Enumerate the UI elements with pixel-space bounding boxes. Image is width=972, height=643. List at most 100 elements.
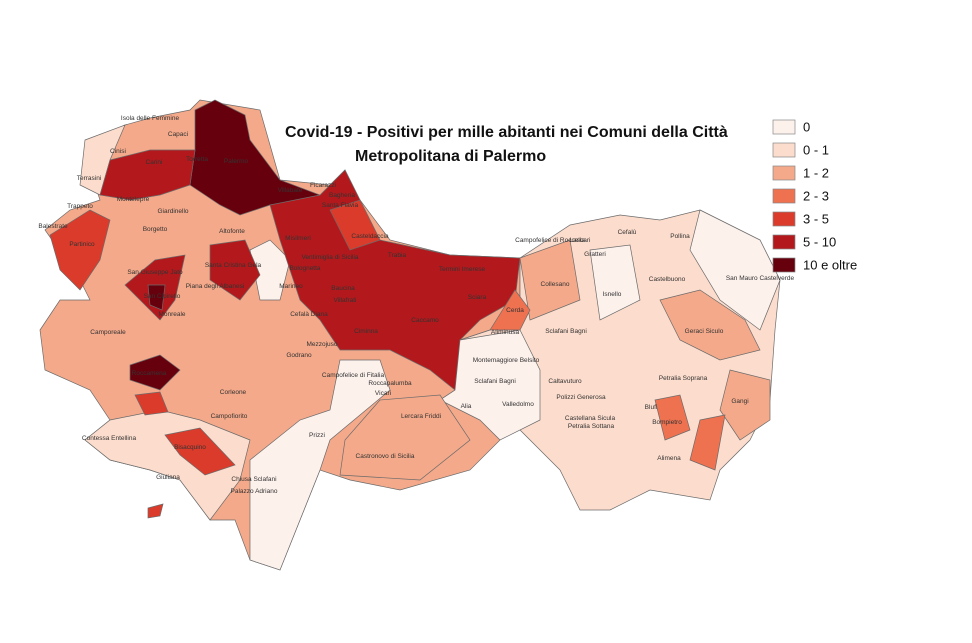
municipality-label: Terrasini	[77, 175, 102, 182]
municipality-label: Torretta	[186, 156, 208, 163]
municipality-label: Aliminusa	[491, 329, 520, 336]
municipality-label: Caccamo	[411, 317, 439, 324]
municipality-label: Bisacquino	[174, 444, 206, 451]
region	[134, 391, 169, 416]
region	[489, 289, 531, 331]
legend-label: 5 - 10	[803, 234, 836, 249]
municipality-label: Villabate	[278, 187, 303, 194]
municipality-label: Carini	[146, 159, 163, 166]
legend-label: 10 e oltre	[803, 257, 857, 272]
municipality-label: Contessa Entellina	[82, 435, 137, 442]
municipality-label: Campofelice di Fitalia	[322, 372, 385, 379]
region	[49, 209, 111, 291]
municipality-label: Misilmeri	[285, 235, 311, 242]
municipality-label: Altofonte	[219, 228, 245, 235]
municipality-label: Palermo	[224, 158, 249, 165]
legend-swatch	[772, 257, 796, 273]
legend-label: 1 - 2	[803, 165, 829, 180]
legend-swatch	[772, 142, 796, 158]
region	[339, 394, 471, 481]
legend-label: 0	[803, 119, 810, 134]
municipality-label: Bompietro	[652, 419, 682, 426]
municipality-label: Collesano	[541, 281, 570, 288]
municipality-label: Trabia	[388, 252, 407, 259]
legend-label: 0 - 1	[803, 142, 829, 157]
municipality-label: Isnello	[603, 291, 622, 298]
legend-swatch	[772, 211, 796, 227]
municipality-label: Ventimiglia di Sicilia	[301, 254, 358, 261]
legend-swatch	[772, 234, 796, 250]
municipality-label: Petralia Soprana	[659, 375, 708, 382]
municipality-label: Roccapalumba	[368, 380, 412, 387]
municipality-label: Palazzo Adriano	[231, 488, 278, 495]
regions	[39, 99, 781, 571]
municipality-label: Campofelice di Roccella	[515, 237, 585, 244]
region	[164, 427, 236, 476]
municipality-label: Camporeale	[90, 329, 126, 336]
municipality-label: Isola delle Femmine	[121, 115, 180, 122]
municipality-label: Lercara Friddi	[401, 413, 441, 420]
municipality-label: Roccamena	[132, 370, 167, 377]
region	[689, 414, 726, 471]
municipality-label: Chiusa Sclafani	[231, 476, 276, 483]
municipality-label: Pollina	[670, 233, 690, 240]
region	[329, 199, 381, 251]
municipality-label: Sclafani Bagni	[545, 328, 587, 335]
municipality-label: Petralia Sottana	[568, 423, 615, 430]
municipality-label: Trappeto	[67, 203, 93, 210]
municipality-label: Termini Imerese	[439, 266, 486, 273]
municipality-label: Bolognetta	[289, 265, 320, 272]
municipality-label: Cinisi	[110, 148, 126, 155]
region	[209, 239, 261, 301]
region	[519, 239, 581, 321]
legend-label: 2 - 3	[803, 188, 829, 203]
legend: 0 0 - 1 1 - 2 2 - 3 3 - 5 5 - 10 10 e oltre	[772, 119, 857, 273]
municipality-label: Monreale	[158, 311, 185, 318]
region	[147, 503, 164, 519]
municipality-label: Valledolmo	[502, 401, 534, 408]
region	[269, 169, 521, 391]
municipality-label: Sclafani Bagni	[474, 378, 516, 385]
region	[439, 329, 541, 441]
municipality-label: Gangi	[731, 398, 748, 405]
municipality-label: Borgetto	[143, 226, 168, 233]
municipality-label: Campofiorito	[211, 413, 248, 420]
municipality-label: Lascari	[570, 237, 591, 244]
municipality-labels: Isola delle Femmine Capaci Cinisi Carini Tor…	[38, 115, 794, 495]
municipality-label: Baucina	[331, 285, 355, 292]
municipality-label: Santa Cristina Gela	[205, 262, 262, 269]
municipality-label: San Cipirello	[144, 293, 181, 300]
municipality-label: Mezzojuso	[306, 341, 337, 348]
municipality-label: Godrano	[286, 352, 312, 359]
municipality-label: Bagheria	[329, 192, 355, 199]
legend-swatch	[772, 188, 796, 204]
municipality-label: Montelepre	[117, 196, 150, 203]
municipality-label: Geraci Siculo	[685, 328, 724, 335]
region	[654, 394, 691, 441]
municipality-label: Blufi	[645, 404, 658, 411]
region	[147, 284, 166, 311]
municipality-label: Prizzi	[309, 432, 325, 439]
region	[659, 289, 761, 361]
municipality-label: Vicari	[375, 390, 391, 397]
legend-swatch	[772, 119, 796, 135]
municipality-label: Alimena	[657, 455, 681, 462]
municipality-label: Caltavuturo	[548, 378, 582, 385]
municipality-label: Giardinello	[157, 208, 188, 215]
region	[99, 149, 196, 201]
municipality-label: San Giuseppe Jato	[127, 269, 183, 276]
municipality-label: Partinico	[69, 241, 95, 248]
map-title: Covid-19 - Positivi per mille abitanti n…	[285, 124, 728, 141]
municipality-label: Cefalà Diana	[290, 311, 328, 318]
region	[689, 209, 781, 331]
municipality-label: Ciminna	[354, 328, 378, 335]
map-title: Metropolitana di Palermo	[355, 148, 546, 165]
municipality-label: Capaci	[168, 131, 188, 138]
municipality-label: Casteldaccia	[351, 233, 389, 240]
municipality-label: Castellana Sicula	[565, 415, 616, 422]
region	[719, 369, 771, 441]
municipality-label: Gratteri	[584, 251, 606, 258]
region	[589, 244, 641, 321]
region	[129, 354, 181, 391]
